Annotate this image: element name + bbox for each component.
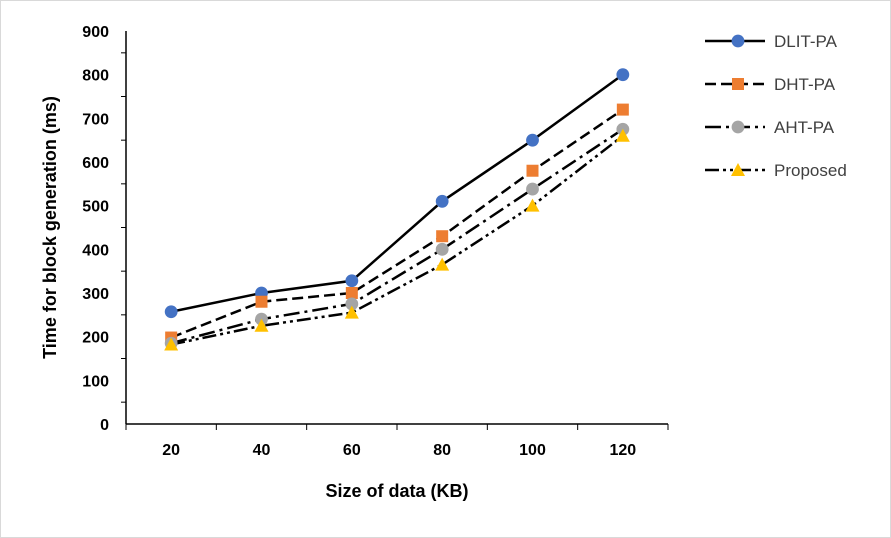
y-tick-label-600: 600 [82,155,109,172]
legend-marker-dlit-pa [732,35,744,47]
x-tick-label-120: 120 [609,442,636,459]
y-tick-label-200: 200 [82,330,109,347]
x-tick-labels: 20 40 60 80 100 120 [162,442,636,459]
legend-label-proposed: Proposed [774,161,847,180]
legend: DLIT-PA DHT-PA AHT-PA Proposed [705,32,847,180]
legend-label-dlit-pa: DLIT-PA [774,32,838,51]
data-point-dlit-pa-20 [165,306,177,318]
data-point-dlit-pa-60 [346,275,358,287]
series-markers [164,69,630,351]
data-point-dht-pa-40 [256,296,268,308]
x-tick-label-60: 60 [343,442,361,459]
x-tick-label-80: 80 [433,442,451,459]
line-chart: 0 100 200 300 400 500 600 700 800 900 20 40 60 80 100… [0,0,891,538]
data-point-dlit-pa-120 [617,69,629,81]
data-point-dht-pa-60 [346,287,358,299]
x-axis-ticks [126,424,668,430]
legend-marker-aht-pa [732,121,744,133]
legend-label-dht-pa: DHT-PA [774,75,836,94]
data-point-dht-pa-120 [617,104,629,116]
y-tick-label-400: 400 [82,242,109,259]
data-point-proposed-80 [435,258,449,271]
y-tick-label-900: 900 [82,24,109,41]
series-lines [171,75,623,345]
x-tick-label-20: 20 [162,442,180,459]
data-point-dht-pa-80 [436,230,448,242]
x-tick-label-100: 100 [519,442,546,459]
x-tick-label-40: 40 [253,442,271,459]
data-point-aht-pa-80 [436,243,448,255]
series-line-dht-pa [171,110,623,338]
data-point-dlit-pa-100 [527,134,539,146]
y-tick-labels: 0 100 200 300 400 500 600 700 800 900 [82,24,109,434]
data-point-aht-pa-100 [527,183,539,195]
data-point-dht-pa-100 [527,165,539,177]
y-tick-label-800: 800 [82,68,109,85]
legend-marker-dht-pa [732,78,744,90]
legend-label-aht-pa: AHT-PA [774,118,835,137]
y-tick-label-0: 0 [100,417,109,434]
x-axis-title: Size of data (KB) [325,481,468,501]
y-axis-title: Time for block generation (ms) [40,96,60,359]
y-tick-label-700: 700 [82,111,109,128]
y-tick-label-100: 100 [82,373,109,390]
y-tick-label-500: 500 [82,199,109,216]
data-point-proposed-100 [526,199,540,212]
y-tick-label-300: 300 [82,286,109,303]
data-point-dlit-pa-80 [436,195,448,207]
